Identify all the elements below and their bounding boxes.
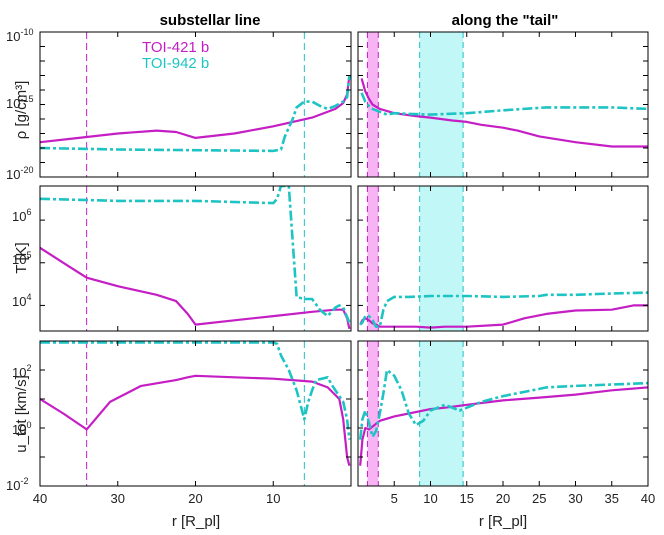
xtick-label-right-35: 35	[605, 491, 619, 506]
legend-entry-toi421: TOI-421 b	[142, 39, 209, 56]
tick-label-rho-top: 10-10	[6, 27, 33, 44]
shade-toi942-R2	[419, 186, 464, 331]
series-lines	[40, 75, 648, 466]
series-toi942-R3	[358, 368, 648, 440]
tick-label-rho-mid: 10-15	[6, 94, 33, 111]
shade-toi421-R2	[367, 186, 379, 331]
xtick-label-right-20: 20	[496, 491, 510, 506]
xtick-label-right-30: 30	[568, 491, 582, 506]
left-column-title: substellar line	[160, 12, 261, 29]
xtick-label-right-5: 5	[391, 491, 398, 506]
right-column-title: along the "tail"	[452, 12, 559, 29]
legend-entry-toi942: TOI-942 b	[142, 55, 209, 72]
vertical-markers	[86, 32, 305, 486]
xlabel-right: r [R_pl]	[479, 513, 527, 530]
series-toi421-R2	[359, 304, 648, 329]
series-toi942-R2	[359, 291, 648, 329]
series-toi942-L1	[40, 75, 351, 153]
frame-R3	[357, 340, 649, 487]
tick-label-T-1e4: 104	[12, 292, 31, 309]
shade-toi942-R3	[419, 341, 464, 486]
frame-R1	[357, 31, 649, 178]
ylabel-density: ρ [g/cm³]	[13, 81, 30, 140]
series-toi942-R1	[360, 92, 648, 116]
tick-label-u-1e0: 100	[12, 420, 31, 437]
xtick-label-right-15: 15	[460, 491, 474, 506]
ylabel-velocity: u_tot [km/s]	[13, 375, 30, 453]
xtick-label-right-40: 40	[641, 491, 655, 506]
xtick-label-right-25: 25	[532, 491, 546, 506]
tick-label-T-1e6: 106	[12, 207, 31, 224]
series-toi942-L2	[40, 186, 351, 323]
y-tick-labels-rho: 10-10 10-15 10-20	[6, 27, 33, 182]
tick-label-u-1e2: 102	[12, 363, 31, 380]
xtick-label-left-30: 30	[111, 491, 125, 506]
series-toi421-R3	[359, 386, 648, 466]
series-toi421-L2	[40, 246, 351, 330]
shade-toi421-R3	[367, 341, 379, 486]
y-tick-labels-T: 106 105 104	[12, 207, 31, 309]
series-toi421-L3	[40, 374, 351, 466]
tick-label-u-1e-2: 10-2	[6, 476, 28, 493]
xtick-label-left-10: 10	[266, 491, 280, 506]
series-toi421-R1	[360, 78, 648, 148]
x-tick-labels: 40 30 20 10 5 10 15 20 25 30 35 40	[33, 491, 655, 506]
series-toi942-L3	[40, 341, 351, 440]
xlabel-left: r [R_pl]	[172, 513, 220, 530]
shade-toi942-R1	[419, 32, 464, 177]
ylabel-temperature: T [K]	[13, 242, 30, 273]
axis-ticks	[39, 31, 649, 487]
tick-label-rho-bottom: 10-20	[6, 165, 33, 182]
xtick-label-left-40: 40	[33, 491, 47, 506]
xtick-label-left-20: 20	[188, 491, 202, 506]
xtick-label-right-10: 10	[423, 491, 437, 506]
shaded-regions	[366, 32, 464, 486]
tick-label-T-1e5: 105	[12, 250, 31, 267]
y-tick-labels-u: 102 100 10-2	[6, 363, 31, 493]
